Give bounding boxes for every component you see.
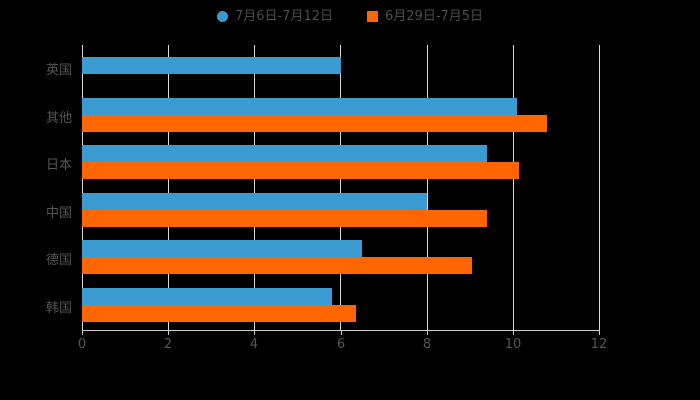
- x-axis-label-4: 8: [422, 337, 432, 352]
- legend-label-0: 7月6日-7月12日: [234, 9, 333, 24]
- x-axis-label-6: 12: [590, 337, 608, 352]
- y-axis-label-2: 日本: [45, 158, 72, 174]
- x-axis-tick-6: [599, 330, 600, 335]
- chart-legend: 7月6日-7月12日 6月29日-7月5日: [0, 10, 700, 23]
- bar-group-5: [82, 283, 599, 331]
- y-axis-label-3: 中国: [45, 205, 72, 221]
- gridline-2: [168, 45, 169, 330]
- bar-group-4: [82, 235, 599, 283]
- bar-group-2: [82, 140, 599, 188]
- plot-area: [82, 45, 600, 331]
- legend-item-0[interactable]: 7月6日-7月12日: [216, 9, 333, 24]
- bar-series0-cat3[interactable]: [82, 192, 427, 210]
- x-axis-tick-0: [82, 330, 83, 335]
- y-axis-label-0: 英国: [45, 63, 72, 79]
- square-marker-icon: [367, 11, 378, 22]
- legend-label-1: 6月29日-7月5日: [385, 9, 484, 24]
- x-axis-tick-4: [427, 330, 428, 335]
- gridline-12: [599, 45, 600, 330]
- x-axis-label-5: 10: [504, 337, 522, 352]
- x-axis-tick-2: [254, 330, 255, 335]
- bar-series0-cat4[interactable]: [82, 240, 363, 257]
- bar-series0-cat0[interactable]: [82, 57, 341, 74]
- x-axis-label-1: 2: [163, 337, 173, 352]
- x-axis-label-2: 4: [249, 337, 259, 352]
- x-axis-label-3: 6: [336, 337, 346, 352]
- gridline-4: [254, 45, 255, 330]
- legend-item-1[interactable]: 6月29日-7月5日: [367, 10, 483, 23]
- bar-group-1: [82, 93, 599, 141]
- bar-series1-cat2[interactable]: [82, 162, 520, 179]
- gridline-8: [427, 45, 428, 330]
- gridline-6: [340, 45, 341, 330]
- circle-marker-icon: [216, 11, 228, 22]
- bar-group-0: [82, 45, 599, 93]
- bar-series1-cat3[interactable]: [82, 209, 487, 227]
- y-axis-labels: 英国 其他 日本 中国 德国 韩国: [0, 45, 72, 330]
- x-axis-tick-3: [341, 330, 342, 335]
- x-axis-tick-1: [168, 330, 169, 335]
- bar-series0-cat2[interactable]: [82, 145, 487, 162]
- x-axis-label-0: 0: [77, 337, 87, 352]
- bar-series0-cat5[interactable]: [82, 287, 332, 305]
- bar-group-3: [82, 188, 599, 236]
- y-axis-label-4: 德国: [45, 253, 72, 269]
- y-axis-label-1: 其他: [45, 110, 72, 126]
- y-axis-label-5: 韩国: [45, 300, 72, 316]
- bar-series0-cat1[interactable]: [82, 97, 518, 115]
- gridline-10: [513, 45, 514, 330]
- x-axis-tick-5: [513, 330, 514, 335]
- bar-series1-cat5[interactable]: [82, 304, 356, 322]
- gridline-0: [82, 45, 83, 330]
- bar-series1-cat1[interactable]: [82, 114, 548, 132]
- bar-series1-cat4[interactable]: [82, 257, 472, 274]
